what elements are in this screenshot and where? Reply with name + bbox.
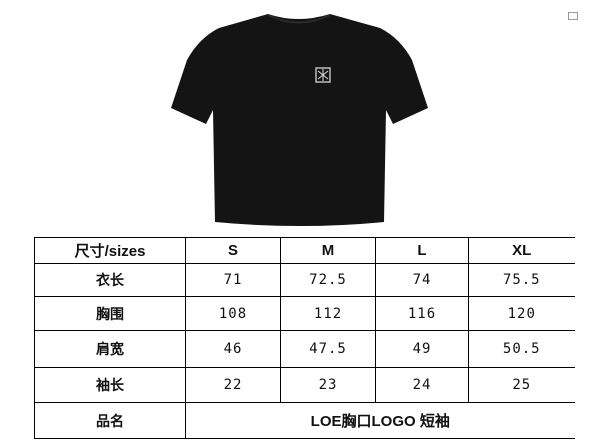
table-cell: 120: [468, 296, 575, 331]
row-label: 胸围: [34, 296, 186, 331]
product-name-row: 品名 LOE胸口LOGO 短袖: [34, 402, 575, 439]
table-cell: 71: [185, 263, 281, 297]
table-cell: 74: [375, 263, 469, 297]
row-label: 品名: [34, 402, 186, 439]
chest-logo-icon: [315, 67, 331, 83]
table-cell: 47.5: [280, 330, 376, 368]
table-cell: 72.5: [280, 263, 376, 297]
header-cell: L: [375, 237, 469, 264]
brand-logo-icon: [568, 12, 578, 20]
table-row: 胸围 108 112 116 120: [34, 296, 575, 331]
table-cell: 49: [375, 330, 469, 368]
table-cell: 112: [280, 296, 376, 331]
header-cell: M: [280, 237, 376, 264]
tshirt-collar: [267, 14, 331, 24]
table-cell: 24: [375, 367, 469, 403]
tshirt-body: [171, 14, 428, 226]
table-row: 肩宽 46 47.5 49 50.5: [34, 330, 575, 368]
table-cell: 75.5: [468, 263, 575, 297]
chest-logo-pattern: [317, 69, 329, 81]
row-label: 衣长: [34, 263, 186, 297]
table-cell: 22: [185, 367, 281, 403]
size-table: 尺寸/sizes S M L XL 衣长 71 72.5 74 75.5 胸围 …: [34, 237, 575, 439]
table-cell: 116: [375, 296, 469, 331]
tshirt-image: [171, 14, 428, 226]
header-cell: XL: [468, 237, 575, 264]
table-row: 衣长 71 72.5 74 75.5: [34, 263, 575, 297]
row-label: 肩宽: [34, 330, 186, 368]
table-cell: 50.5: [468, 330, 575, 368]
table-cell: 25: [468, 367, 575, 403]
table-cell: 46: [185, 330, 281, 368]
table-row: 袖长 22 23 24 25: [34, 367, 575, 403]
header-cell: 尺寸/sizes: [34, 237, 186, 264]
product-name: LOE胸口LOGO 短袖: [185, 402, 575, 439]
row-label: 袖长: [34, 367, 186, 403]
table-header-row: 尺寸/sizes S M L XL: [34, 237, 575, 264]
table-cell: 23: [280, 367, 376, 403]
table-cell: 108: [185, 296, 281, 331]
header-cell: S: [185, 237, 281, 264]
